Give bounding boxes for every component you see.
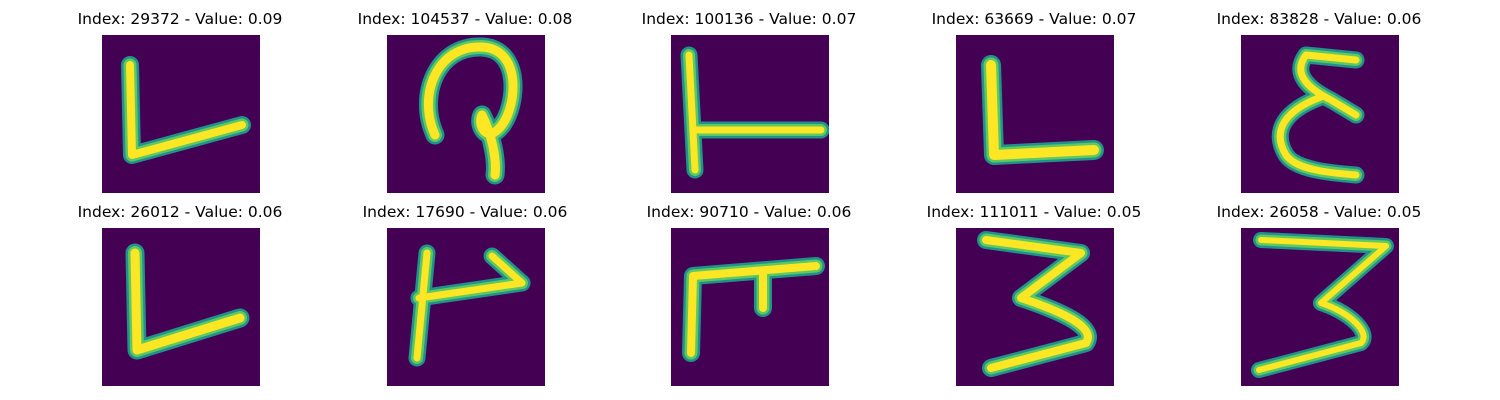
panel-title: Index: 104537 - Value: 0.08 <box>357 10 573 28</box>
panel-title: Index: 29372 - Value: 0.09 <box>77 10 283 28</box>
panel-title: Index: 26012 - Value: 0.06 <box>77 203 283 221</box>
grid-cell: Index: 111011 - Value: 0.05 <box>854 193 1154 386</box>
glyph-3 <box>1241 228 1399 386</box>
glyph-L <box>102 35 260 193</box>
grid-cell: Index: 29372 - Value: 0.09 <box>0 0 300 193</box>
glyph-f-shape <box>671 228 829 386</box>
digit-image <box>1241 228 1399 386</box>
digit-image <box>102 35 260 193</box>
glyph-t-side <box>671 35 829 193</box>
panel-title: Index: 83828 - Value: 0.06 <box>1216 10 1422 28</box>
panel-title: Index: 17690 - Value: 0.06 <box>362 203 568 221</box>
glyph-loop <box>387 35 545 193</box>
digit-image <box>956 228 1114 386</box>
digit-image <box>671 35 829 193</box>
panel-title: Index: 26058 - Value: 0.05 <box>1216 203 1422 221</box>
digit-image <box>956 35 1114 193</box>
grid-cell: Index: 17690 - Value: 0.06 <box>285 193 585 386</box>
grid-cell: Index: 100136 - Value: 0.07 <box>569 0 869 193</box>
digit-image <box>102 228 260 386</box>
glyph-arrow <box>387 228 545 386</box>
glyph-L <box>102 228 260 386</box>
glyph-epsilon <box>1241 35 1399 193</box>
grid-cell: Index: 63669 - Value: 0.07 <box>854 0 1154 193</box>
panel-title: Index: 90710 - Value: 0.06 <box>646 203 852 221</box>
digit-image <box>387 228 545 386</box>
digit-image <box>1241 35 1399 193</box>
panel-title: Index: 100136 - Value: 0.07 <box>641 10 857 28</box>
digit-image <box>387 35 545 193</box>
panel-title: Index: 63669 - Value: 0.07 <box>931 10 1137 28</box>
grid-cell: Index: 26058 - Value: 0.05 <box>1139 193 1439 386</box>
grid-cell: Index: 90710 - Value: 0.06 <box>569 193 869 386</box>
glyph-L <box>956 35 1114 193</box>
digit-image <box>671 228 829 386</box>
glyph-3 <box>956 228 1114 386</box>
grid-cell: Index: 26012 - Value: 0.06 <box>0 193 300 386</box>
panel-title: Index: 111011 - Value: 0.05 <box>926 203 1142 221</box>
grid-cell: Index: 104537 - Value: 0.08 <box>285 0 585 193</box>
grid-cell: Index: 83828 - Value: 0.06 <box>1139 0 1439 193</box>
